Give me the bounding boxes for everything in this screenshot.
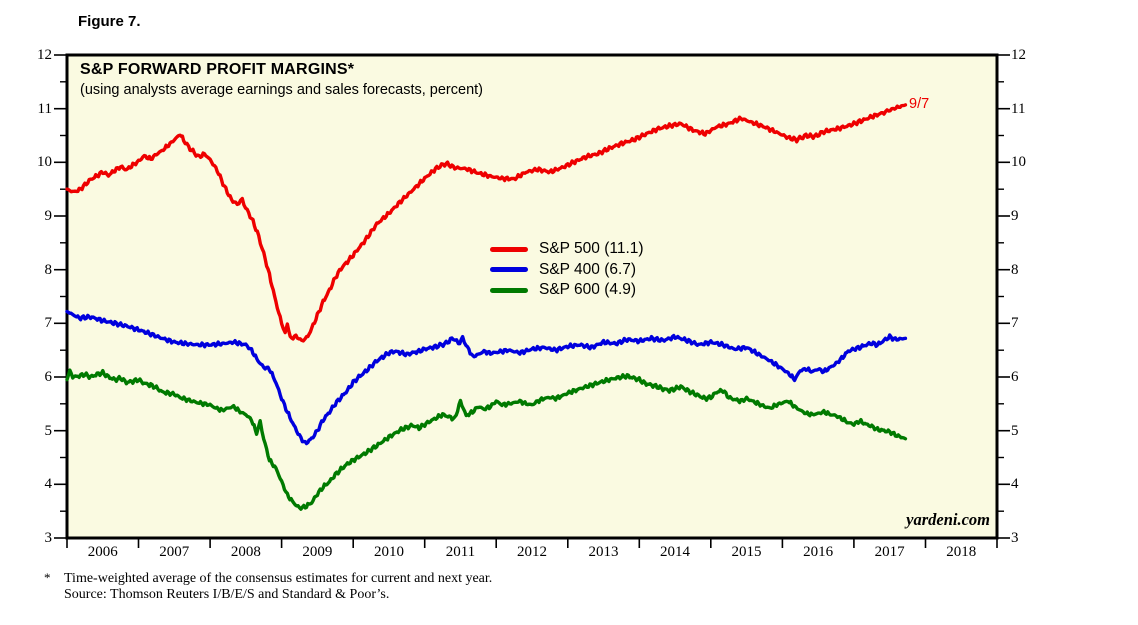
x-axis-label: 2009 [302, 544, 333, 560]
legend-row-sp600: S&P 600 (4.9) [490, 280, 644, 301]
x-axis-label: 2015 [731, 544, 762, 560]
x-axis-label: 2013 [588, 544, 619, 560]
x-axis-label: 2008 [230, 544, 261, 560]
legend-label-sp400: S&P 400 (6.7) [539, 260, 637, 278]
series-line-s-p-400-6-7 [65, 309, 908, 446]
y-axis-label-left: 5 [44, 422, 53, 439]
chart-subtitle: (using analysts average earnings and sal… [80, 82, 483, 98]
x-axis-label: 2006 [87, 544, 118, 560]
y-axis-label-right: 5 [1011, 422, 1019, 439]
legend-row-sp500: S&P 500 (11.1) [490, 239, 644, 260]
y-axis-label-left: 11 [37, 100, 52, 117]
y-axis-label-right: 12 [1011, 47, 1026, 63]
y-axis-label-right: 8 [1011, 261, 1019, 278]
y-axis-label-right: 11 [1011, 100, 1026, 117]
watermark: yardeni.com [906, 510, 990, 529]
x-axis-label: 2014 [660, 544, 691, 560]
legend: S&P 500 (11.1) S&P 400 (6.7) S&P 600 (4.… [490, 239, 644, 301]
footnote-line-1: Time-weighted average of the consensus e… [64, 571, 493, 586]
footnote-line-2: Source: Thomson Reuters I/B/E/S and Stan… [64, 587, 390, 602]
x-axis-label: 2007 [159, 544, 190, 560]
legend-row-sp400: S&P 400 (6.7) [490, 260, 644, 281]
y-axis-label-left: 9 [44, 208, 53, 224]
x-axis-label: 2016 [803, 544, 834, 560]
legend-label-sp500: S&P 500 (11.1) [539, 240, 644, 258]
x-axis-label: 2018 [946, 544, 977, 560]
series-line-s-p-600-4-9 [65, 368, 908, 511]
latest-date-annotation: 9/7 [909, 96, 930, 112]
series-line-s-p-500-11-1 [65, 103, 908, 343]
y-axis-label-right: 3 [1011, 530, 1019, 546]
x-axis-label: 2011 [445, 544, 476, 560]
y-axis-label-left: 10 [37, 154, 52, 171]
y-axis-label-left: 12 [37, 47, 52, 63]
footnote-marker: * [44, 570, 51, 585]
y-axis-label-right: 10 [1011, 154, 1026, 171]
chart-title: S&P FORWARD PROFIT MARGINS* [80, 61, 355, 78]
y-axis-label-right: 6 [1011, 369, 1019, 385]
x-axis-label: 2017 [874, 544, 905, 560]
legend-swatch-sp600-icon [490, 287, 528, 293]
y-axis-label-left: 4 [44, 476, 53, 493]
legend-swatch-sp400-icon [490, 267, 528, 273]
y-axis-label-left: 6 [44, 369, 53, 385]
y-axis-label-right: 4 [1011, 476, 1019, 493]
x-axis-label: 2012 [516, 544, 547, 560]
y-axis-label-left: 3 [44, 530, 53, 546]
legend-label-sp600: S&P 600 (4.9) [539, 281, 637, 299]
figure-label: Figure 7. [78, 13, 141, 30]
y-axis-label-right: 9 [1011, 208, 1019, 224]
legend-swatch-sp500-icon [490, 246, 528, 252]
y-axis-label-right: 7 [1011, 315, 1019, 332]
x-axis-label: 2010 [373, 544, 404, 560]
y-axis-label-left: 7 [44, 315, 53, 332]
y-axis-label-left: 8 [44, 261, 53, 278]
